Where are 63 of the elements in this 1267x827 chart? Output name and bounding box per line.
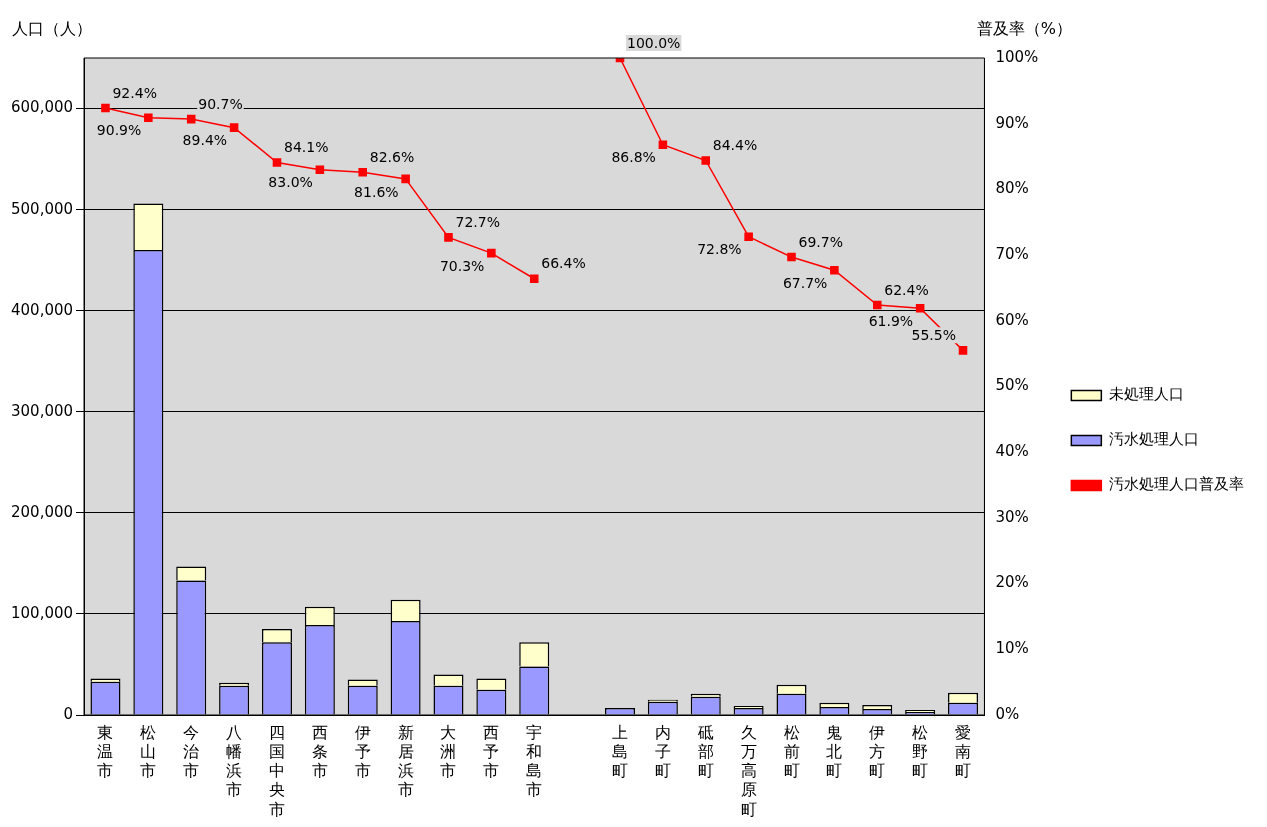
y-tick-label: 600,000	[11, 98, 74, 117]
legend-label: 未処理人口	[1108, 385, 1184, 404]
data-label: 61.9%	[868, 312, 914, 329]
x-tick-label: 松前町	[783, 722, 800, 781]
y-tick-label: 100,000	[11, 603, 74, 622]
y2-axis-title: 普及率（%）	[976, 19, 1073, 39]
data-label: 89.4%	[182, 132, 228, 149]
x-tick-label: 伊方町	[869, 722, 886, 781]
data-label: 82.6%	[369, 148, 415, 165]
y2-tick-label: 30%	[995, 507, 1029, 526]
legend-label: 汚水処理人口普及率	[1108, 475, 1244, 494]
x-tick-label: 今治市	[183, 722, 200, 781]
y2-tick-label: 0%	[995, 704, 1020, 723]
x-tick-label: 西条市	[311, 722, 328, 781]
y2-tick-label: 80%	[995, 179, 1029, 198]
data-label: 86.8%	[611, 149, 656, 166]
data-label: 62.4%	[884, 281, 929, 298]
x-tick-label: 伊予市	[354, 722, 371, 781]
data-label: 69.7%	[798, 233, 843, 250]
x-tick-label: 内子町	[654, 722, 671, 781]
y-tick-label: 300,000	[11, 401, 74, 420]
y2-tick-label: 60%	[995, 310, 1029, 329]
y2-tick-label: 70%	[995, 244, 1029, 263]
x-tick-label: 松野町	[912, 722, 929, 781]
x-tick-label: 八幡浜市	[226, 722, 243, 800]
data-label: 90.9%	[96, 122, 142, 139]
data-label: 67.7%	[782, 274, 828, 291]
data-label: 81.6%	[354, 183, 399, 200]
y2-tick-label: 100%	[995, 47, 1039, 66]
data-label: 90.7%	[198, 95, 243, 112]
x-tick-label: 上島町	[611, 722, 628, 781]
data-label: 66.4%	[541, 255, 586, 272]
x-tick-label: 愛南町	[955, 722, 972, 781]
y2-tick-label: 20%	[995, 573, 1029, 592]
x-tick-label: 大洲市	[440, 722, 457, 781]
x-tick-label: 宇和島市	[526, 722, 543, 800]
y2-tick-label: 90%	[995, 113, 1029, 132]
data-label: 55.5%	[911, 327, 957, 344]
y2-tick-label: 50%	[995, 376, 1029, 395]
x-tick-label: 砥部町	[696, 722, 714, 781]
y-tick-label: 500,000	[11, 199, 74, 218]
x-tick-label: 新居浜市	[397, 722, 414, 800]
x-tick-label: 四国中央市	[268, 722, 285, 819]
data-label: 72.8%	[697, 241, 742, 258]
x-tick-label: 鬼北町	[826, 722, 843, 781]
y2-tick-label: 10%	[995, 639, 1029, 658]
data-label: 84.1%	[283, 139, 329, 156]
data-label: 83.0%	[268, 174, 313, 191]
x-tick-label: 西予市	[483, 722, 500, 781]
data-label: 70.3%	[439, 257, 485, 274]
y-tick-label: 200,000	[11, 502, 74, 521]
data-label: 72.7%	[455, 214, 500, 230]
y-axis-title: 人口（人）	[12, 19, 92, 39]
data-label: 92.4%	[112, 84, 157, 101]
x-tick-label: 久万高原町	[740, 722, 757, 819]
x-tick-label: 東温市	[97, 722, 114, 781]
y2-tick-label: 40%	[995, 442, 1029, 461]
data-label: 84.4%	[712, 137, 758, 154]
legend-label: 汚水処理人口	[1108, 430, 1199, 449]
y-tick-label: 400,000	[11, 300, 74, 319]
x-tick-label: 松山市	[140, 722, 157, 781]
y-tick-label: 0	[63, 704, 74, 723]
data-label: 100.0%	[626, 34, 681, 51]
